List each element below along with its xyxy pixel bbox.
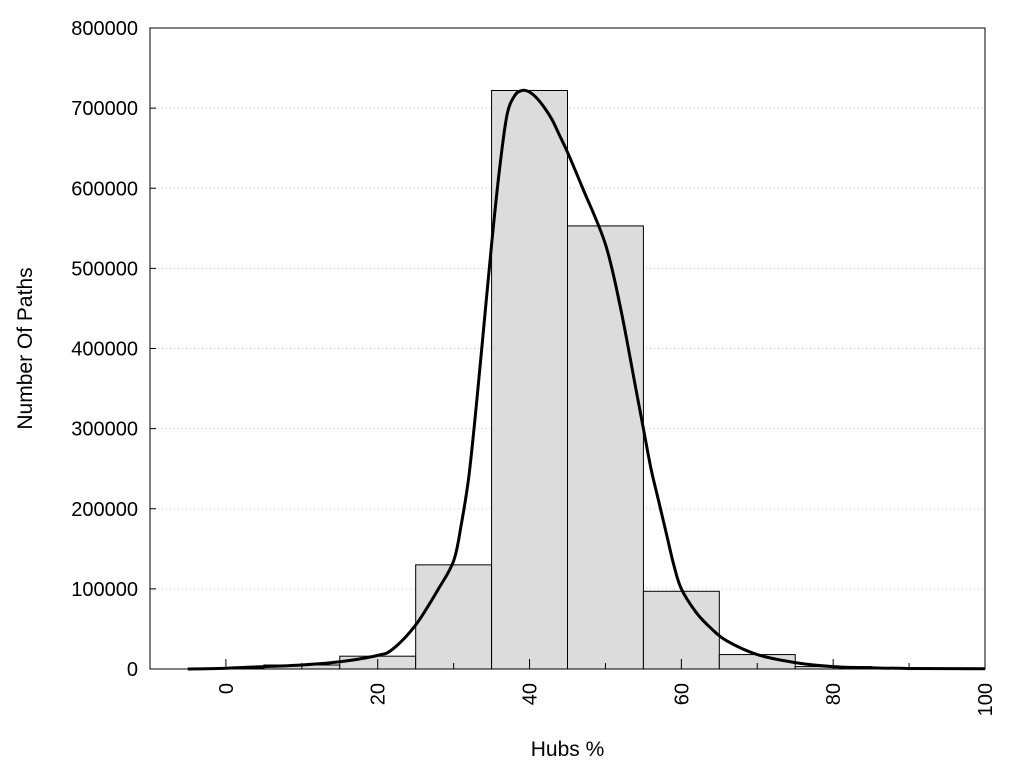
y-tick-label: 500000 [71, 258, 138, 280]
y-tick-label: 400000 [71, 339, 138, 361]
bars [187, 89, 948, 670]
y-tick-label: 0 [127, 659, 138, 681]
x-tick-label: 40 [520, 683, 542, 705]
x-tick-label: 100 [975, 683, 997, 716]
y-tick-label: 100000 [71, 579, 138, 601]
axis-ticks: 0 100000 200000 300000 400000 500000 600000 700… [71, 18, 997, 716]
histogram-bar [491, 89, 568, 670]
y-tick-label: 700000 [71, 98, 138, 120]
x-tick-label: 0 [216, 683, 238, 694]
y-tick-label: 600000 [71, 178, 138, 200]
y-tick-label: 200000 [71, 499, 138, 521]
x-tick-label: 20 [368, 683, 390, 705]
histogram-bar [642, 590, 720, 670]
histogram-bar [567, 225, 644, 670]
x-tick-label: 60 [671, 683, 693, 705]
x-tick-label: 80 [823, 683, 845, 705]
histogram-bar [415, 564, 493, 670]
x-axis-title: Hubs % [531, 738, 605, 761]
density-curve [187, 88, 986, 671]
y-tick-label: 800000 [71, 18, 138, 40]
y-axis-title: Number Of Paths [14, 267, 37, 429]
density-curve-line [187, 88, 986, 671]
y-tick-label: 300000 [71, 419, 138, 441]
